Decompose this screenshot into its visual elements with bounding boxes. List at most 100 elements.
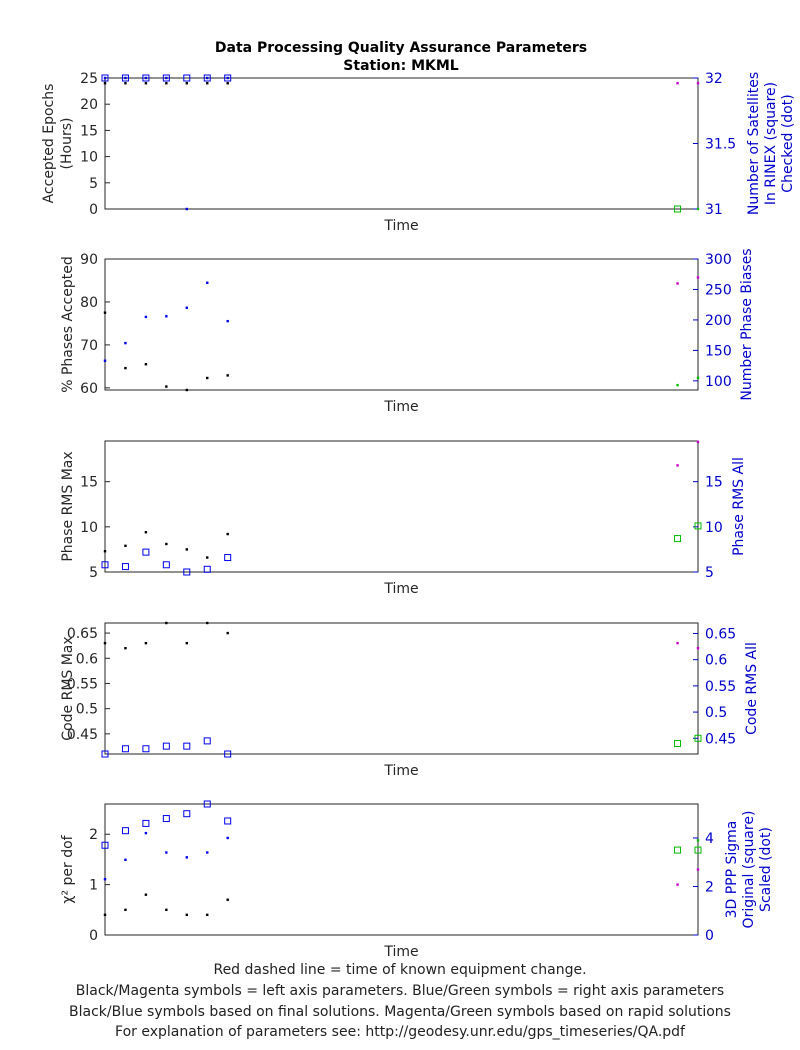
panel-1: 0 5 10 15 20 25 31 31.5 32 Time Accepted Epochs (Ho… <box>41 71 796 234</box>
data-point-square <box>224 554 232 562</box>
data-point-dot <box>144 315 148 319</box>
data-point-dot <box>206 621 209 625</box>
right-tick-label: 4 <box>705 831 714 847</box>
data-point-square <box>142 745 150 753</box>
right-tick-label: 31 <box>705 202 723 218</box>
data-point-dot <box>165 76 168 80</box>
data-point-square <box>694 846 702 854</box>
x-axis-label: Time <box>383 581 418 597</box>
plot-frame <box>104 440 699 573</box>
right-tick-label: 300 <box>705 252 732 268</box>
left-tick-label: 25 <box>80 71 98 87</box>
right-tick-label: 5 <box>705 565 714 581</box>
data-point-square <box>101 841 109 849</box>
data-point-dot <box>226 836 229 840</box>
right-tick-label: 250 <box>705 282 732 298</box>
data-point-square <box>162 74 170 82</box>
right-axis-label: Scaled (dot) <box>758 827 774 912</box>
right-tick-label: 0.65 <box>705 626 736 642</box>
data-point-dot <box>676 641 679 645</box>
data-point-dot <box>676 282 679 285</box>
left-tick-label: 0.45 <box>67 727 98 743</box>
data-point-dot <box>144 76 148 80</box>
data-point-square <box>674 740 682 748</box>
right-tick-label: 200 <box>705 313 732 329</box>
data-point-dot <box>185 856 188 859</box>
data-point-square <box>674 535 682 543</box>
data-point-square <box>224 817 232 825</box>
data-point-square <box>121 745 129 753</box>
data-point-dot <box>185 548 188 551</box>
left-tick-label: 0 <box>89 202 98 218</box>
data-point-dot <box>676 82 679 85</box>
data-point-square <box>121 563 129 571</box>
data-point-dot <box>124 341 127 345</box>
data-point-dot <box>185 207 188 211</box>
data-point-dot <box>124 544 127 547</box>
x-axis-label: Time <box>383 944 418 960</box>
left-tick-label: 70 <box>80 338 98 354</box>
data-point-dot <box>206 76 209 80</box>
data-point-dot <box>226 76 229 80</box>
footer-line-1: Red dashed line = time of known equipmen… <box>213 962 587 978</box>
data-point-dot <box>144 531 148 534</box>
left-tick-label: 1 <box>89 878 98 894</box>
panel-4: 0.45 0.5 0.55 0.6 0.65 0.45 0.5 0.55 0.6 0.65 Time… <box>60 621 760 779</box>
right-tick-label: 2 <box>705 879 714 895</box>
data-point-dot <box>676 883 679 886</box>
right-tick-label: 0.5 <box>705 705 727 721</box>
data-point-dot <box>185 306 188 309</box>
left-axis-label: Accepted Epochs <box>41 84 57 204</box>
right-tick-label: 10 <box>705 520 723 536</box>
data-point-square <box>674 205 682 213</box>
data-point-dot <box>206 82 209 85</box>
data-point-dot <box>696 839 700 842</box>
data-point-dot <box>676 464 679 467</box>
data-point-dot <box>696 276 700 279</box>
data-point-dot <box>165 315 168 318</box>
left-axis-label: (Hours) <box>59 118 75 170</box>
data-point-dot <box>124 908 127 912</box>
left-tick-label: 0.55 <box>67 676 98 692</box>
right-tick-label: 0.45 <box>705 731 736 747</box>
data-point-dot <box>206 913 209 917</box>
data-point-square <box>142 74 150 82</box>
right-axis-label: Phase RMS All <box>731 457 747 556</box>
data-point-dot <box>144 363 148 366</box>
left-axis-label: Code RMS Max <box>60 636 76 740</box>
x-axis-label: Time <box>383 763 418 779</box>
data-point-dot <box>226 898 229 901</box>
data-point-dot <box>124 858 127 861</box>
left-tick-label: 0.65 <box>67 626 98 642</box>
data-point-dot <box>226 319 229 323</box>
data-point-square <box>101 561 109 569</box>
data-point-square <box>142 819 150 827</box>
data-point-dot <box>144 831 148 835</box>
data-point-square <box>162 815 170 823</box>
data-point-square <box>121 827 129 835</box>
data-point-dot <box>144 82 148 85</box>
plot-frame <box>104 803 699 936</box>
left-tick-label: 10 <box>80 520 98 536</box>
right-tick-label: 0 <box>705 928 714 944</box>
data-point-dot <box>206 556 209 559</box>
right-axis-label: 3D PPP Sigma <box>724 821 740 919</box>
data-point-dot <box>165 908 168 912</box>
left-tick-label: 15 <box>80 123 98 139</box>
data-point-square <box>674 846 682 854</box>
data-point-dot <box>144 893 148 896</box>
data-point-square <box>183 74 191 82</box>
data-point-square <box>142 548 150 556</box>
data-point-dot <box>144 641 148 645</box>
data-point-dot <box>206 851 209 854</box>
data-point-square <box>121 74 129 82</box>
left-axis-label: % Phases Accepted <box>60 256 76 393</box>
left-tick-label: 0 <box>89 928 98 944</box>
panel-5: 0 1 2 0 2 4 Time χ² per dof 3D PPP Sigma Original… <box>60 800 774 960</box>
data-point-square <box>694 522 702 530</box>
data-point-dot <box>696 440 700 444</box>
plot-frame <box>104 258 699 391</box>
data-point-dot <box>696 646 700 650</box>
